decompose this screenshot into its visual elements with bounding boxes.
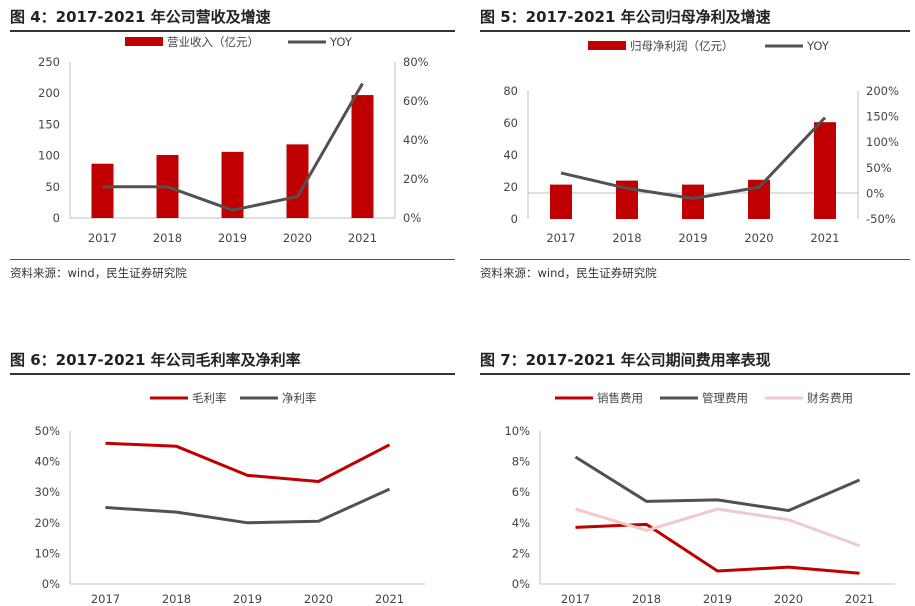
fig5-ytick-right: 200% (866, 84, 899, 98)
fig5-ytick-right: 50% (866, 161, 892, 175)
fig4-ytick-right: 60% (403, 94, 429, 108)
fig4-legend-label-bar: 营业收入（亿元） (167, 35, 259, 49)
fig4-ytick-left: 250 (38, 55, 60, 69)
fig4-xtick: 2017 (88, 231, 117, 245)
fig4-ytick-right: 20% (403, 172, 429, 186)
fig4-ytick-right: 0% (403, 211, 421, 225)
fig5-panel: 图 5：2017-2021 年公司归母净利及增速 归母净利润（亿元） YOY 0 20… (480, 0, 910, 290)
fig6-series-line (105, 487, 391, 525)
fig6-ytick: 30% (34, 485, 60, 499)
fig7-title-rule (480, 373, 910, 375)
fig4-ytick-left: 50 (45, 180, 60, 194)
fig6-xtick: 2018 (162, 592, 191, 606)
fig7-xtick: 2021 (845, 592, 874, 606)
fig5-ytick-right: 0% (866, 186, 884, 200)
fig7-ytick: 10% (504, 424, 530, 438)
fig5-source-rule (480, 259, 910, 260)
fig7-chart: 销售费用 管理费用 财务费用 0% 2% 4% 6% 8% 10% 2017 2018 2019 202… (504, 391, 895, 606)
fig7-legend-label: 管理费用 (702, 391, 748, 405)
fig5-ytick-right: -50% (866, 212, 896, 226)
fig4-ytick-right: 40% (403, 133, 429, 147)
fig6-xtick: 2017 (91, 592, 120, 606)
fig5-chart: 归母净利润（亿元） YOY 0 20 40 60 80 -50% 0% 50% 100% 150% 20… (503, 39, 899, 245)
fig4-ytick-left: 0 (53, 211, 60, 225)
fig4-xtick: 2019 (218, 231, 247, 245)
fig6-ytick: 20% (34, 516, 60, 530)
fig7-xtick: 2020 (774, 592, 803, 606)
fig6-legend-label: 净利率 (282, 391, 317, 405)
fig5-ytick-left: 80 (503, 84, 518, 98)
fig5-ytick-right: 150% (866, 110, 899, 124)
fig5-xtick: 2017 (546, 231, 575, 245)
fig5-legend-label-line: YOY (806, 39, 830, 53)
fig6-title: 图 6：2017-2021 年公司毛利率及净利率 (10, 351, 301, 369)
fig6-ytick: 50% (34, 424, 60, 438)
fig5-ytick-right: 100% (866, 135, 899, 149)
fig6-ytick: 10% (34, 546, 60, 560)
fig7-ytick: 0% (512, 577, 530, 591)
fig4-ytick-left: 100 (38, 149, 60, 163)
fig7-legend-label: 销售费用 (597, 391, 643, 405)
fig7-ytick: 6% (512, 485, 530, 499)
fig7-xtick: 2017 (561, 592, 590, 606)
fig5-source: 资料来源：wind，民生证券研究院 (480, 266, 657, 280)
fig4-xtick: 2021 (348, 231, 377, 245)
fig4-title: 图 4：2017-2021 年公司营收及增速 (10, 8, 271, 26)
fig7-ytick: 4% (512, 516, 530, 530)
fig4-ytick-left: 150 (38, 117, 60, 131)
fig5-title-rule (480, 30, 910, 32)
fig5-ytick-left: 20 (503, 180, 518, 194)
fig7-xtick: 2019 (703, 592, 732, 606)
fig5-bar (550, 184, 572, 219)
fig4-xtick: 2020 (283, 231, 312, 245)
fig4-panel: 图 4：2017-2021 年公司营收及增速 营业收入（亿元） YOY 0 50 100… (10, 0, 455, 290)
fig6-panel: 图 6：2017-2021 年公司毛利率及净利率 毛利率 净利率 0% 10% 20% 3… (10, 345, 455, 606)
fig4-title-rule (10, 30, 455, 32)
fig6-legend-label: 毛利率 (192, 391, 227, 405)
fig4-bar (286, 144, 309, 218)
fig4-bar (351, 95, 374, 218)
fig6-xtick: 2021 (375, 592, 404, 606)
fig6-xtick: 2019 (233, 592, 262, 606)
fig4-source: 资料来源：wind，民生证券研究院 (10, 266, 187, 280)
fig6-ytick: 40% (34, 455, 60, 469)
fig5-xtick: 2019 (678, 231, 707, 245)
fig7-series-line (575, 522, 860, 575)
fig4-ytick-left: 200 (38, 86, 60, 100)
fig4-ytick-right: 80% (403, 55, 429, 69)
fig4-xtick: 2018 (153, 231, 182, 245)
fig4-yoy-line (102, 82, 364, 212)
fig5-xtick: 2018 (612, 231, 641, 245)
fig7-xtick: 2018 (632, 592, 661, 606)
fig4-bar (91, 163, 114, 218)
fig6-series-line (105, 441, 391, 483)
fig6-xtick: 2020 (304, 592, 333, 606)
fig5-ytick-left: 60 (503, 116, 518, 130)
fig4-chart: 营业收入（亿元） YOY 0 50 100 150 200 250 0% 20% 40% 60% 80%… (38, 35, 429, 245)
fig6-chart: 毛利率 净利率 0% 10% 20% 30% 40% 50% 2017 2018 2019 2020 2… (34, 391, 425, 606)
fig7-panel: 图 7：2017-2021 年公司期间费用率表现 销售费用 管理费用 财务费用 0% 2… (480, 345, 910, 606)
fig4-bar (221, 151, 244, 218)
fig5-bar (814, 122, 836, 219)
fig6-ytick: 0% (42, 577, 60, 591)
fig7-ytick: 2% (512, 546, 530, 560)
fig6-title-rule (10, 373, 455, 375)
fig7-legend-label: 财务费用 (807, 391, 853, 405)
fig5-yoy-line (560, 116, 827, 201)
fig4-legend-swatch-bar (125, 37, 163, 46)
fig5-ytick-left: 0 (511, 212, 518, 226)
fig5-ytick-left: 40 (503, 148, 518, 162)
fig5-legend-label-bar: 归母净利润（亿元） (630, 39, 734, 53)
fig4-legend-label-line: YOY (329, 35, 353, 49)
fig5-bar (682, 184, 704, 219)
fig7-series-line (574, 455, 861, 513)
fig5-title: 图 5：2017-2021 年公司归母净利及增速 (480, 8, 771, 26)
fig7-ytick: 8% (512, 455, 530, 469)
fig5-xtick: 2020 (744, 231, 773, 245)
fig4-source-rule (10, 259, 455, 260)
fig7-title: 图 7：2017-2021 年公司期间费用率表现 (480, 351, 771, 369)
fig7-series-line (575, 507, 861, 548)
fig5-xtick: 2021 (810, 231, 839, 245)
fig5-legend-swatch-bar (588, 41, 626, 50)
